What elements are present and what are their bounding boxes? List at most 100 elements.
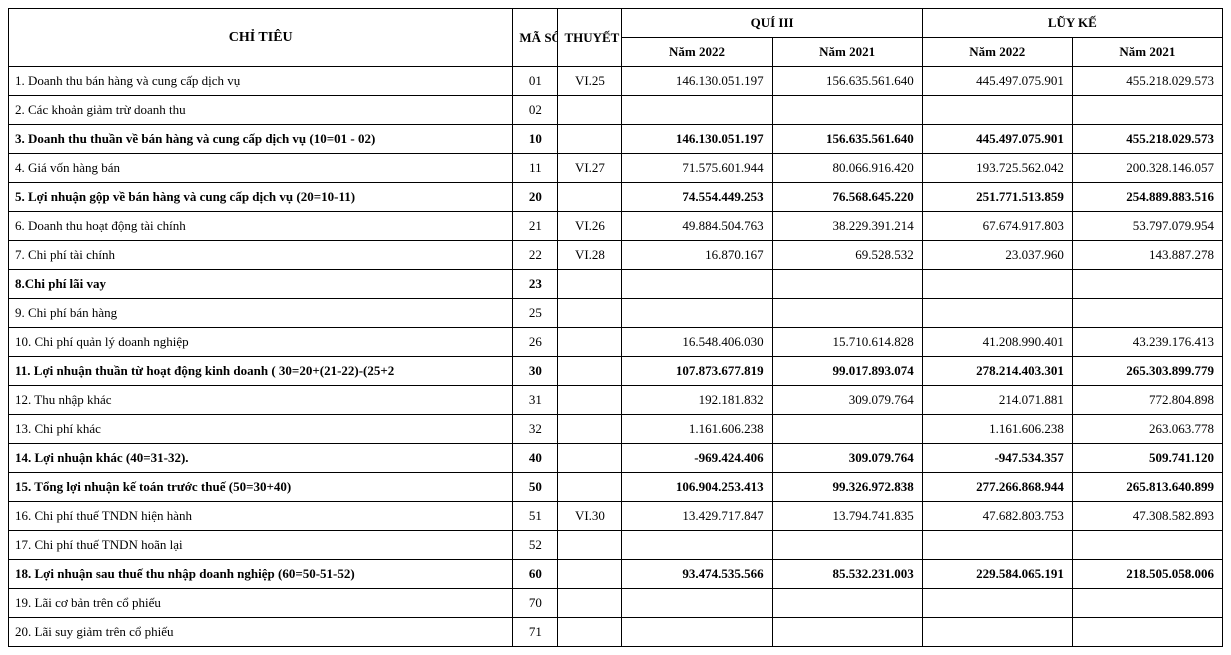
cell-code: 30 bbox=[513, 357, 558, 386]
header-ma-so: MÃ SỐ bbox=[513, 9, 558, 67]
cell-acc-2022 bbox=[922, 589, 1072, 618]
header-luy-ke: LŨY KẾ bbox=[922, 9, 1222, 38]
cell-q3-2022: -969.424.406 bbox=[622, 444, 772, 473]
cell-note bbox=[558, 328, 622, 357]
cell-label: 11. Lợi nhuận thuần từ hoạt động kinh do… bbox=[9, 357, 513, 386]
table-row: 7. Chi phí tài chính22VI.2816.870.16769.… bbox=[9, 241, 1223, 270]
cell-q3-2021 bbox=[772, 270, 922, 299]
table-row: 3. Doanh thu thuần về bán hàng và cung c… bbox=[9, 125, 1223, 154]
cell-q3-2022: 49.884.504.763 bbox=[622, 212, 772, 241]
table-row: 10. Chi phí quản lý doanh nghiệp2616.548… bbox=[9, 328, 1223, 357]
cell-acc-2022: 445.497.075.901 bbox=[922, 125, 1072, 154]
cell-code: 21 bbox=[513, 212, 558, 241]
cell-acc-2021 bbox=[1072, 299, 1222, 328]
cell-q3-2022: 146.130.051.197 bbox=[622, 67, 772, 96]
cell-label: 6. Doanh thu hoạt động tài chính bbox=[9, 212, 513, 241]
cell-q3-2022: 74.554.449.253 bbox=[622, 183, 772, 212]
cell-note bbox=[558, 125, 622, 154]
cell-q3-2021: 85.532.231.003 bbox=[772, 560, 922, 589]
header-qui-iii: QUÍ III bbox=[622, 9, 922, 38]
cell-label: 17. Chi phí thuế TNDN hoãn lại bbox=[9, 531, 513, 560]
cell-code: 23 bbox=[513, 270, 558, 299]
cell-q3-2021 bbox=[772, 96, 922, 125]
cell-acc-2021 bbox=[1072, 618, 1222, 647]
cell-q3-2022: 71.575.601.944 bbox=[622, 154, 772, 183]
header-acc-2022: Năm 2022 bbox=[922, 38, 1072, 67]
cell-acc-2021: 254.889.883.516 bbox=[1072, 183, 1222, 212]
cell-code: 52 bbox=[513, 531, 558, 560]
cell-note bbox=[558, 531, 622, 560]
header-thuyet-minh: THUYẾT MINH bbox=[558, 9, 622, 67]
cell-acc-2021 bbox=[1072, 531, 1222, 560]
table-row: 6. Doanh thu hoạt động tài chính21VI.264… bbox=[9, 212, 1223, 241]
table-row: 16. Chi phí thuế TNDN hiện hành51VI.3013… bbox=[9, 502, 1223, 531]
cell-note bbox=[558, 415, 622, 444]
header-acc-2021: Năm 2021 bbox=[1072, 38, 1222, 67]
cell-label: 1. Doanh thu bán hàng và cung cấp dịch v… bbox=[9, 67, 513, 96]
cell-acc-2021: 143.887.278 bbox=[1072, 241, 1222, 270]
cell-acc-2021 bbox=[1072, 270, 1222, 299]
cell-acc-2022: 278.214.403.301 bbox=[922, 357, 1072, 386]
cell-acc-2021: 455.218.029.573 bbox=[1072, 67, 1222, 96]
header-q3-2021: Năm 2021 bbox=[772, 38, 922, 67]
cell-acc-2022: 277.266.868.944 bbox=[922, 473, 1072, 502]
cell-acc-2021 bbox=[1072, 96, 1222, 125]
cell-code: 02 bbox=[513, 96, 558, 125]
cell-q3-2021: 309.079.764 bbox=[772, 386, 922, 415]
cell-note bbox=[558, 473, 622, 502]
cell-code: 70 bbox=[513, 589, 558, 618]
cell-acc-2021: 509.741.120 bbox=[1072, 444, 1222, 473]
table-row: 13. Chi phí khác321.161.606.2381.161.606… bbox=[9, 415, 1223, 444]
table-row: 8.Chi phí lãi vay23 bbox=[9, 270, 1223, 299]
cell-label: 19. Lãi cơ bản trên cổ phiếu bbox=[9, 589, 513, 618]
cell-code: 11 bbox=[513, 154, 558, 183]
cell-code: 32 bbox=[513, 415, 558, 444]
cell-q3-2022: 16.548.406.030 bbox=[622, 328, 772, 357]
cell-q3-2022: 93.474.535.566 bbox=[622, 560, 772, 589]
cell-q3-2022 bbox=[622, 589, 772, 618]
cell-label: 7. Chi phí tài chính bbox=[9, 241, 513, 270]
cell-q3-2021: 80.066.916.420 bbox=[772, 154, 922, 183]
cell-acc-2021 bbox=[1072, 589, 1222, 618]
cell-label: 10. Chi phí quản lý doanh nghiệp bbox=[9, 328, 513, 357]
table-row: 5. Lợi nhuận gộp về bán hàng và cung cấp… bbox=[9, 183, 1223, 212]
cell-q3-2021: 69.528.532 bbox=[772, 241, 922, 270]
cell-q3-2021 bbox=[772, 618, 922, 647]
cell-acc-2021: 218.505.058.006 bbox=[1072, 560, 1222, 589]
cell-note: VI.28 bbox=[558, 241, 622, 270]
cell-q3-2022: 1.161.606.238 bbox=[622, 415, 772, 444]
cell-note: VI.30 bbox=[558, 502, 622, 531]
cell-q3-2021 bbox=[772, 589, 922, 618]
cell-note bbox=[558, 357, 622, 386]
cell-acc-2022: 23.037.960 bbox=[922, 241, 1072, 270]
cell-q3-2021: 15.710.614.828 bbox=[772, 328, 922, 357]
cell-code: 71 bbox=[513, 618, 558, 647]
cell-note bbox=[558, 589, 622, 618]
cell-acc-2022 bbox=[922, 270, 1072, 299]
cell-q3-2021: 156.635.561.640 bbox=[772, 67, 922, 96]
cell-code: 25 bbox=[513, 299, 558, 328]
cell-q3-2021 bbox=[772, 299, 922, 328]
cell-q3-2022: 106.904.253.413 bbox=[622, 473, 772, 502]
cell-q3-2022: 146.130.051.197 bbox=[622, 125, 772, 154]
cell-acc-2021: 200.328.146.057 bbox=[1072, 154, 1222, 183]
cell-code: 22 bbox=[513, 241, 558, 270]
cell-q3-2022 bbox=[622, 531, 772, 560]
cell-label: 9. Chi phí bán hàng bbox=[9, 299, 513, 328]
cell-note bbox=[558, 618, 622, 647]
table-row: 1. Doanh thu bán hàng và cung cấp dịch v… bbox=[9, 67, 1223, 96]
cell-code: 31 bbox=[513, 386, 558, 415]
cell-acc-2021: 47.308.582.893 bbox=[1072, 502, 1222, 531]
cell-q3-2021: 156.635.561.640 bbox=[772, 125, 922, 154]
cell-acc-2021: 43.239.176.413 bbox=[1072, 328, 1222, 357]
table-row: 15. Tổng lợi nhuận kế toán trước thuế (5… bbox=[9, 473, 1223, 502]
cell-acc-2022: 251.771.513.859 bbox=[922, 183, 1072, 212]
cell-note: VI.25 bbox=[558, 67, 622, 96]
cell-note bbox=[558, 183, 622, 212]
cell-q3-2022: 107.873.677.819 bbox=[622, 357, 772, 386]
table-row: 12. Thu nhập khác31192.181.832309.079.76… bbox=[9, 386, 1223, 415]
header-chi-tieu: CHỈ TIÊU bbox=[9, 9, 513, 67]
cell-label: 13. Chi phí khác bbox=[9, 415, 513, 444]
cell-q3-2022 bbox=[622, 299, 772, 328]
cell-acc-2022 bbox=[922, 531, 1072, 560]
